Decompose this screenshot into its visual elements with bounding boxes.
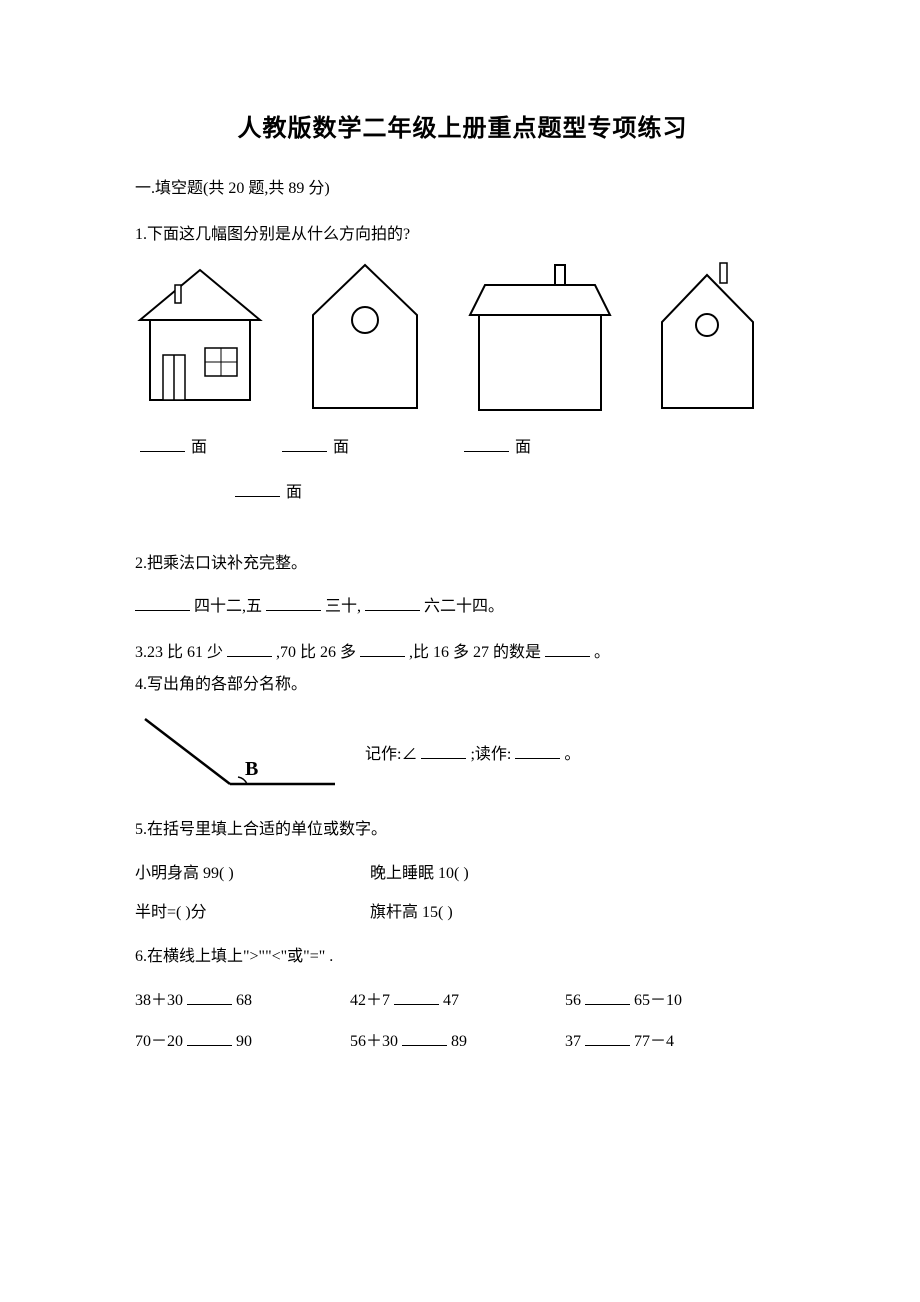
q2-text: 2.把乘法口诀补充完整。: [135, 551, 790, 577]
q6-r2c2a: 56＋30: [350, 1033, 398, 1050]
blank-line: [187, 1032, 232, 1046]
q4-notation: 记作:∠ ;读作: 。: [365, 742, 580, 768]
house-4: [655, 260, 760, 415]
q5-r1b: 晚上睡眠 10( ): [370, 861, 469, 887]
blank-line: [394, 990, 439, 1004]
q2-p1: 四十二,五: [194, 598, 262, 615]
q6-r1c1a: 38＋30: [135, 992, 183, 1009]
q5-r2b: 旗杆高 15( ): [370, 900, 453, 926]
q1-blank-3: 面: [464, 435, 531, 461]
q6-row1: 38＋30 68 42＋7 47 56 65－10: [135, 988, 790, 1014]
blank-line: [585, 1032, 630, 1046]
mian-label: 面: [191, 435, 207, 461]
q1-blanks-row1: 面 面 面: [140, 435, 790, 461]
q6-r1c2a: 42＋7: [350, 992, 390, 1009]
q6-r2c3: 37 77－4: [565, 1029, 745, 1055]
q6-r2c2b: 89: [451, 1033, 467, 1050]
house-back-icon: [305, 260, 425, 410]
q6-r2c1a: 70－20: [135, 1033, 183, 1050]
blank-line: [515, 744, 560, 758]
q3-a: 3.23 比 61 少: [135, 644, 223, 661]
q5-text: 5.在括号里填上合适的单位或数字。: [135, 817, 790, 843]
blank-line: [421, 744, 466, 758]
page-title: 人教版数学二年级上册重点题型专项练习: [135, 110, 790, 148]
blank-line: [235, 483, 280, 497]
mian-label: 面: [286, 480, 302, 506]
q1-blank-1: 面: [140, 435, 207, 461]
q6-r1c3b: 65－10: [634, 992, 682, 1009]
blank-line: [545, 643, 590, 657]
q3-b: ,70 比 26 多: [276, 644, 356, 661]
q6-r2c3a: 37: [565, 1033, 581, 1050]
q1-blanks-row2: 面: [235, 480, 790, 506]
blank-line: [360, 643, 405, 657]
blank-line: [464, 437, 509, 451]
q2-p2: 三十,: [325, 598, 361, 615]
q6-r2c1: 70－20 90: [135, 1029, 350, 1055]
blank-line: [365, 597, 420, 611]
blank-line: [266, 597, 321, 611]
mian-label: 面: [333, 435, 349, 461]
q2-block: 2.把乘法口诀补充完整。 四十二,五 三十, 六二十四。: [135, 551, 790, 620]
section-header: 一.填空题(共 20 题,共 89 分): [135, 176, 790, 202]
blank-line: [402, 1032, 447, 1046]
q3-block: 3.23 比 61 少 ,70 比 26 多 ,比 16 多 27 的数是 。: [135, 640, 790, 666]
q5-block: 5.在括号里填上合适的单位或数字。 小明身高 99( ) 晚上睡眠 10( ) …: [135, 817, 790, 926]
house-front-icon: [135, 260, 265, 405]
q4-rec-end: 。: [564, 746, 580, 763]
blank-line: [585, 990, 630, 1004]
q6-r1c3a: 56: [565, 992, 581, 1009]
house-1: [135, 260, 265, 415]
houses-row: [135, 260, 790, 415]
q2-line: 四十二,五 三十, 六二十四。: [135, 594, 790, 620]
house-back2-icon: [655, 260, 760, 410]
q1-text: 1.下面这几幅图分别是从什么方向拍的?: [135, 222, 790, 248]
q2-p3: 六二十四。: [424, 598, 504, 615]
q4-diagram-row: B 记作:∠ ;读作: 。: [135, 717, 790, 792]
q3-c: ,比 16 多 27 的数是: [409, 644, 541, 661]
q6-text: 6.在横线上填上">""<"或"=" .: [135, 944, 790, 970]
q6-r2c3b: 77－4: [634, 1033, 674, 1050]
blank-line: [140, 437, 185, 451]
house-3: [465, 260, 615, 415]
q1-blank-2: 面: [282, 435, 349, 461]
blank-line: [135, 597, 190, 611]
q6-r2c2: 56＋30 89: [350, 1029, 565, 1055]
q5-r2a: 半时=( )分: [135, 900, 370, 926]
blank-line: [187, 990, 232, 1004]
q6-r2c1b: 90: [236, 1033, 252, 1050]
q5-row1: 小明身高 99( ) 晚上睡眠 10( ): [135, 861, 790, 887]
house-side1-icon: [465, 260, 615, 415]
blank-line: [227, 643, 272, 657]
house-2: [305, 260, 425, 415]
q6-r1c2b: 47: [443, 992, 459, 1009]
q6-row2: 70－20 90 56＋30 89 37 77－4: [135, 1029, 790, 1055]
svg-text:B: B: [245, 758, 258, 780]
q6-r1c3: 56 65－10: [565, 988, 745, 1014]
q4-text: 4.写出角的各部分名称。: [135, 672, 790, 698]
q6-r1c1b: 68: [236, 992, 252, 1009]
q6-r1c1: 38＋30 68: [135, 988, 350, 1014]
mian-label: 面: [515, 435, 531, 461]
blank-line: [282, 437, 327, 451]
q1-blank-4: 面: [235, 480, 790, 506]
q3-d: 。: [594, 644, 610, 661]
q6-block: 6.在横线上填上">""<"或"=" . 38＋30 68 42＋7 47 56…: [135, 944, 790, 1055]
q5-r1a: 小明身高 99( ): [135, 861, 370, 887]
q4-rec-prefix: 记作:∠: [365, 746, 417, 763]
q4-rec-sep: ;读作:: [470, 746, 511, 763]
q6-r1c2: 42＋7 47: [350, 988, 565, 1014]
angle-diagram-icon: B: [135, 717, 335, 792]
q5-row2: 半时=( )分 旗杆高 15( ): [135, 900, 790, 926]
q4-block: 4.写出角的各部分名称。 B 记作:∠ ;读作: 。: [135, 672, 790, 793]
